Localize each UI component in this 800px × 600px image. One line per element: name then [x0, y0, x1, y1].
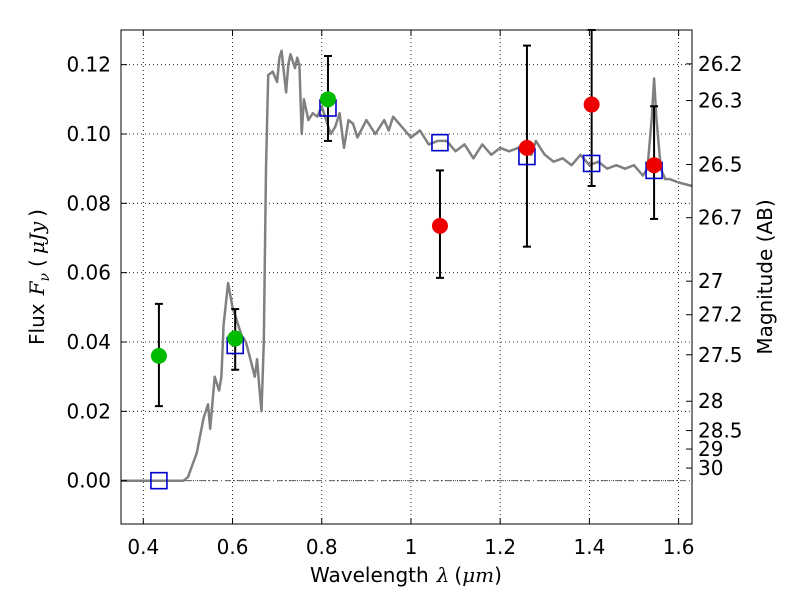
y-tick-label: 0.10 — [66, 122, 111, 146]
green-point — [319, 91, 336, 108]
y2-axis-label: Magnitude (AB) — [753, 199, 777, 354]
grid — [121, 30, 692, 524]
x-tick-label: 1 — [405, 535, 418, 559]
red-point — [646, 157, 663, 174]
red-point — [583, 96, 600, 113]
red-point — [518, 139, 535, 156]
x-tick-label: 1.6 — [663, 535, 695, 559]
mag-tick-label: 26.3 — [698, 89, 743, 113]
y-tick-label: 0.04 — [66, 330, 111, 354]
y-tick-label: 0.12 — [66, 53, 111, 77]
y-tick-label: 0.06 — [66, 261, 111, 285]
plot-frame — [120, 29, 693, 525]
mag-tick-label: 26.5 — [698, 153, 743, 177]
mag-tick-label: 26.7 — [698, 206, 743, 230]
x-axis-label: Wavelength λ (μm) — [310, 563, 502, 587]
x-tick-label: 1.2 — [484, 535, 516, 559]
y-tick-label: 0.00 — [66, 469, 111, 493]
x-tick-label: 0.4 — [127, 535, 159, 559]
red-point — [431, 217, 448, 234]
model-point-square — [150, 471, 168, 490]
green-point — [150, 347, 167, 364]
x-tick-label: 0.6 — [217, 535, 249, 559]
series — [121, 29, 693, 490]
model-point-square — [582, 154, 601, 173]
green-point — [227, 330, 244, 347]
mag-tick-label: 30 — [698, 456, 723, 480]
mag-tick-label: 27.2 — [698, 303, 743, 327]
mag-tick-label: 28.5 — [698, 419, 743, 443]
mag-tick-label: 27.5 — [698, 343, 743, 367]
x-tick-label: 0.8 — [306, 535, 338, 559]
mag-tick-label: 28 — [698, 389, 723, 413]
model-sed-line — [121, 49, 693, 482]
y-axis-label: FluxFν(μJy) — [25, 209, 53, 345]
mag-tick-label: 27 — [698, 269, 723, 293]
model-point-square — [431, 133, 449, 152]
ticks: 0.4 0.6 0.8 1 1.2 1.4 1.6 0.00 0.02 0.04 0.06 0.08 0… — [66, 30, 743, 559]
y-tick-label: 0.02 — [66, 399, 111, 423]
x-tick-label: 1.4 — [573, 535, 605, 559]
mag-tick-label: 29 — [698, 437, 723, 461]
mag-tick-label: 26.2 — [698, 52, 743, 76]
y-tick-label: 0.08 — [66, 191, 111, 215]
